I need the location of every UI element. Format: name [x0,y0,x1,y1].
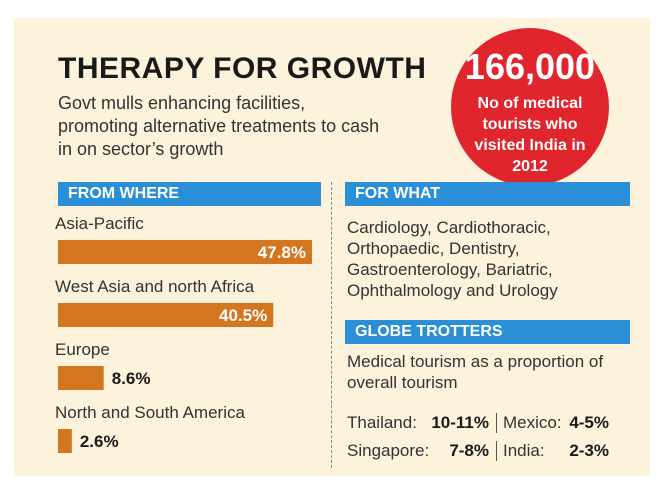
stat-name: Singapore: [347,441,430,460]
bar-value-label: 8.6% [112,369,151,388]
globe-trotters-description: Medical tourism as a proportion of overa… [347,352,604,392]
section-header-from-where: FROM WHERE [58,182,321,206]
bar [58,303,274,327]
page-title: THERAPY FOR GROWTH [58,52,427,85]
stat-value: 2-3% [569,441,609,460]
stat-value: 4-5% [569,413,609,432]
stat-mexico: Mexico: 4-5% [503,413,609,435]
bar-category-label: North and South America [55,403,245,422]
stat-singapore: Singapore: 7-8% [347,441,489,463]
stat-name: Mexico: [503,413,562,432]
stat-thailand: Thailand: 10-11% [347,413,489,435]
stat-value: 10-11% [431,413,489,432]
stat-separator [496,413,497,433]
origin-bar-chart: Asia-Pacific 47.8%West Asia and north Afr… [55,214,312,453]
subtitle: Govt mulls enhancing facilities, promoti… [58,93,380,159]
bar-value-label: 2.6% [80,432,119,451]
stat-name: Thailand: [347,413,417,432]
bar-category-label: Europe [55,340,110,359]
treatment-list: Cardiology, Cardiothoracic, Orthopaedic,… [347,218,558,300]
bar [58,240,312,264]
section-header-globe-trotters: GLOBE TROTTERS [345,320,630,344]
bar-value-label: 47.8% [258,243,306,262]
bar [58,429,72,453]
stat-name: India: [503,441,545,460]
bar-value-label: 40.5% [219,306,267,325]
section-header-for-what: FOR WHAT [345,182,630,206]
badge-text: No of medical tourists who visited India… [474,95,586,175]
bar-category-label: Asia-Pacific [55,214,144,233]
bar [58,366,104,390]
badge-number: 166,000 [464,46,596,87]
stat-india: India: 2-3% [503,441,609,463]
bar-category-label: West Asia and north Africa [55,277,255,296]
tourist-count-badge: 166,000 No of medical tourists who visit… [451,28,609,186]
stat-separator [496,441,497,461]
stat-value: 7-8% [449,441,489,460]
column-divider [331,182,332,468]
